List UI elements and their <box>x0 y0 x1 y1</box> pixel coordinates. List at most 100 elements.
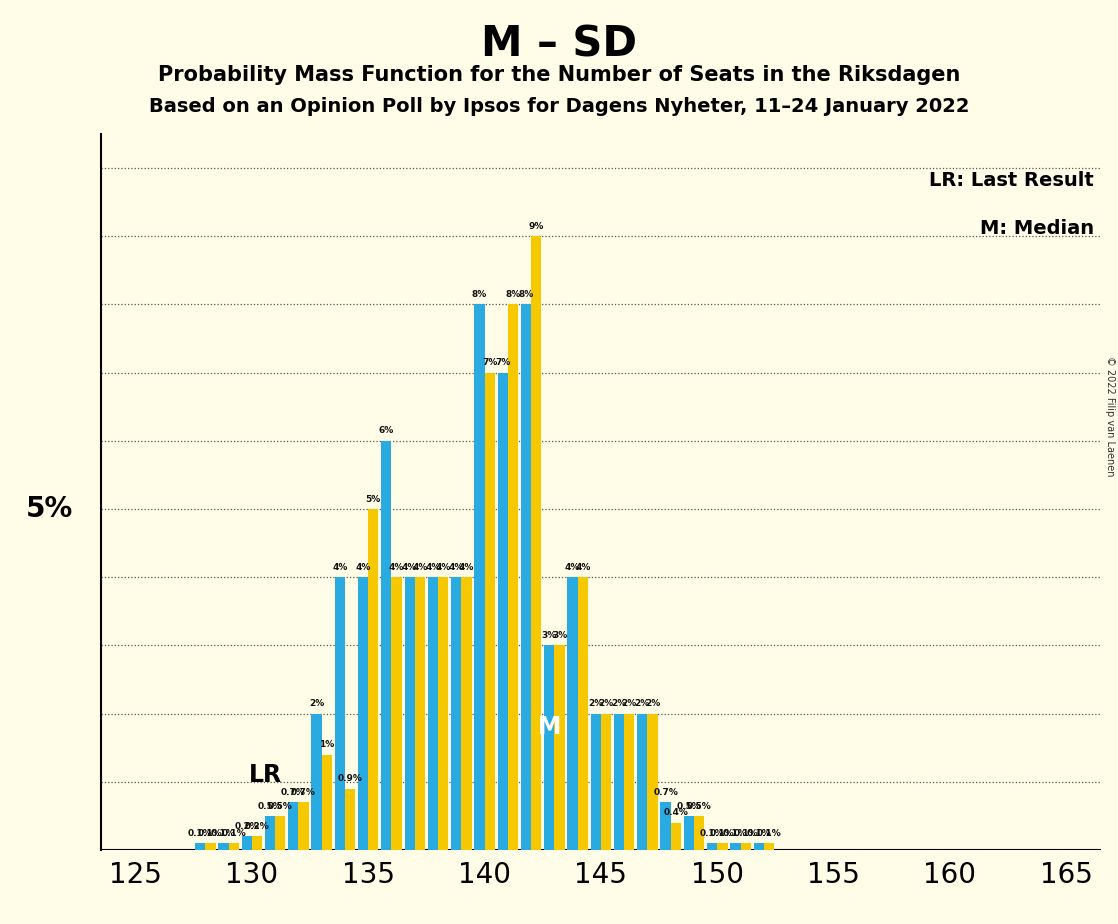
Text: LR: LR <box>249 763 282 787</box>
Bar <box>345 789 356 850</box>
Text: 0.9%: 0.9% <box>338 774 362 784</box>
Bar <box>275 816 285 850</box>
Text: 5%: 5% <box>366 494 381 504</box>
Text: 7%: 7% <box>482 359 498 367</box>
Text: 0.5%: 0.5% <box>257 801 283 810</box>
Text: 4%: 4% <box>458 563 474 572</box>
Text: 0.5%: 0.5% <box>686 801 711 810</box>
Text: 6%: 6% <box>379 426 394 435</box>
Text: 4%: 4% <box>402 563 417 572</box>
Bar <box>451 578 462 850</box>
Bar <box>730 844 740 850</box>
Bar <box>312 713 322 850</box>
Text: 4%: 4% <box>448 563 464 572</box>
Bar <box>661 802 671 850</box>
Bar <box>438 578 448 850</box>
Bar <box>614 713 624 850</box>
Text: M: Median: M: Median <box>980 219 1095 238</box>
Text: 2%: 2% <box>309 699 324 708</box>
Bar <box>718 844 728 850</box>
Bar <box>544 646 555 850</box>
Text: 0.2%: 0.2% <box>235 822 259 831</box>
Bar <box>322 755 332 850</box>
Bar <box>578 578 588 850</box>
Text: 0.5%: 0.5% <box>676 801 701 810</box>
Text: 2%: 2% <box>588 699 604 708</box>
Text: 0.1%: 0.1% <box>211 829 236 838</box>
Bar <box>299 802 309 850</box>
Bar <box>707 844 718 850</box>
Text: 0.1%: 0.1% <box>198 829 222 838</box>
Bar <box>694 816 704 850</box>
Text: 4%: 4% <box>389 563 405 572</box>
Bar <box>555 646 565 850</box>
Bar <box>764 844 774 850</box>
Text: 0.1%: 0.1% <box>757 829 781 838</box>
Text: 3%: 3% <box>552 631 567 640</box>
Bar <box>265 816 275 850</box>
Text: 0.1%: 0.1% <box>710 829 735 838</box>
Text: 4%: 4% <box>425 563 440 572</box>
Bar <box>334 578 345 850</box>
Bar <box>415 578 425 850</box>
Bar <box>568 578 578 850</box>
Text: 9%: 9% <box>529 222 544 231</box>
Text: 4%: 4% <box>332 563 348 572</box>
Text: 4%: 4% <box>356 563 371 572</box>
Bar <box>508 305 518 850</box>
Text: 0.1%: 0.1% <box>733 829 758 838</box>
Bar <box>484 372 495 850</box>
Text: 2%: 2% <box>598 699 614 708</box>
Bar <box>531 237 541 850</box>
Text: 7%: 7% <box>495 359 511 367</box>
Bar <box>218 844 228 850</box>
Text: Based on an Opinion Poll by Ipsos for Dagens Nyheter, 11–24 January 2022: Based on an Opinion Poll by Ipsos for Da… <box>149 97 969 116</box>
Bar <box>498 372 508 850</box>
Bar <box>647 713 657 850</box>
Bar <box>405 578 415 850</box>
Text: 2%: 2% <box>645 699 661 708</box>
Bar <box>590 713 601 850</box>
Bar <box>521 305 531 850</box>
Text: 0.7%: 0.7% <box>653 788 678 796</box>
Bar <box>391 578 401 850</box>
Text: 2%: 2% <box>622 699 637 708</box>
Bar <box>241 836 252 850</box>
Text: © 2022 Filip van Laenen: © 2022 Filip van Laenen <box>1106 356 1115 476</box>
Text: 0.1%: 0.1% <box>723 829 748 838</box>
Bar <box>754 844 764 850</box>
Text: 8%: 8% <box>519 290 533 299</box>
Text: 2%: 2% <box>635 699 650 708</box>
Text: 4%: 4% <box>413 563 427 572</box>
Text: 8%: 8% <box>505 290 521 299</box>
Bar <box>671 822 681 850</box>
Bar <box>637 713 647 850</box>
Text: 8%: 8% <box>472 290 487 299</box>
Bar <box>206 844 216 850</box>
Text: 0.7%: 0.7% <box>281 788 305 796</box>
Bar <box>381 441 391 850</box>
Bar <box>288 802 299 850</box>
Bar <box>474 305 484 850</box>
Text: 5%: 5% <box>26 495 73 523</box>
Text: 2%: 2% <box>612 699 627 708</box>
Bar <box>601 713 612 850</box>
Text: 1%: 1% <box>319 740 334 749</box>
Text: 4%: 4% <box>565 563 580 572</box>
Text: LR: Last Result: LR: Last Result <box>929 172 1095 190</box>
Text: 0.1%: 0.1% <box>188 829 212 838</box>
Bar <box>252 836 262 850</box>
Text: 0.7%: 0.7% <box>291 788 316 796</box>
Bar <box>368 509 379 850</box>
Text: M – SD: M – SD <box>481 23 637 65</box>
Bar <box>740 844 751 850</box>
Bar <box>624 713 634 850</box>
Text: 4%: 4% <box>575 563 590 572</box>
Bar <box>196 844 206 850</box>
Text: Probability Mass Function for the Number of Seats in the Riksdagen: Probability Mass Function for the Number… <box>158 65 960 85</box>
Text: 0.1%: 0.1% <box>221 829 246 838</box>
Text: M: M <box>538 715 561 739</box>
Text: 0.5%: 0.5% <box>268 801 293 810</box>
Bar <box>684 816 694 850</box>
Text: 0.4%: 0.4% <box>663 808 689 818</box>
